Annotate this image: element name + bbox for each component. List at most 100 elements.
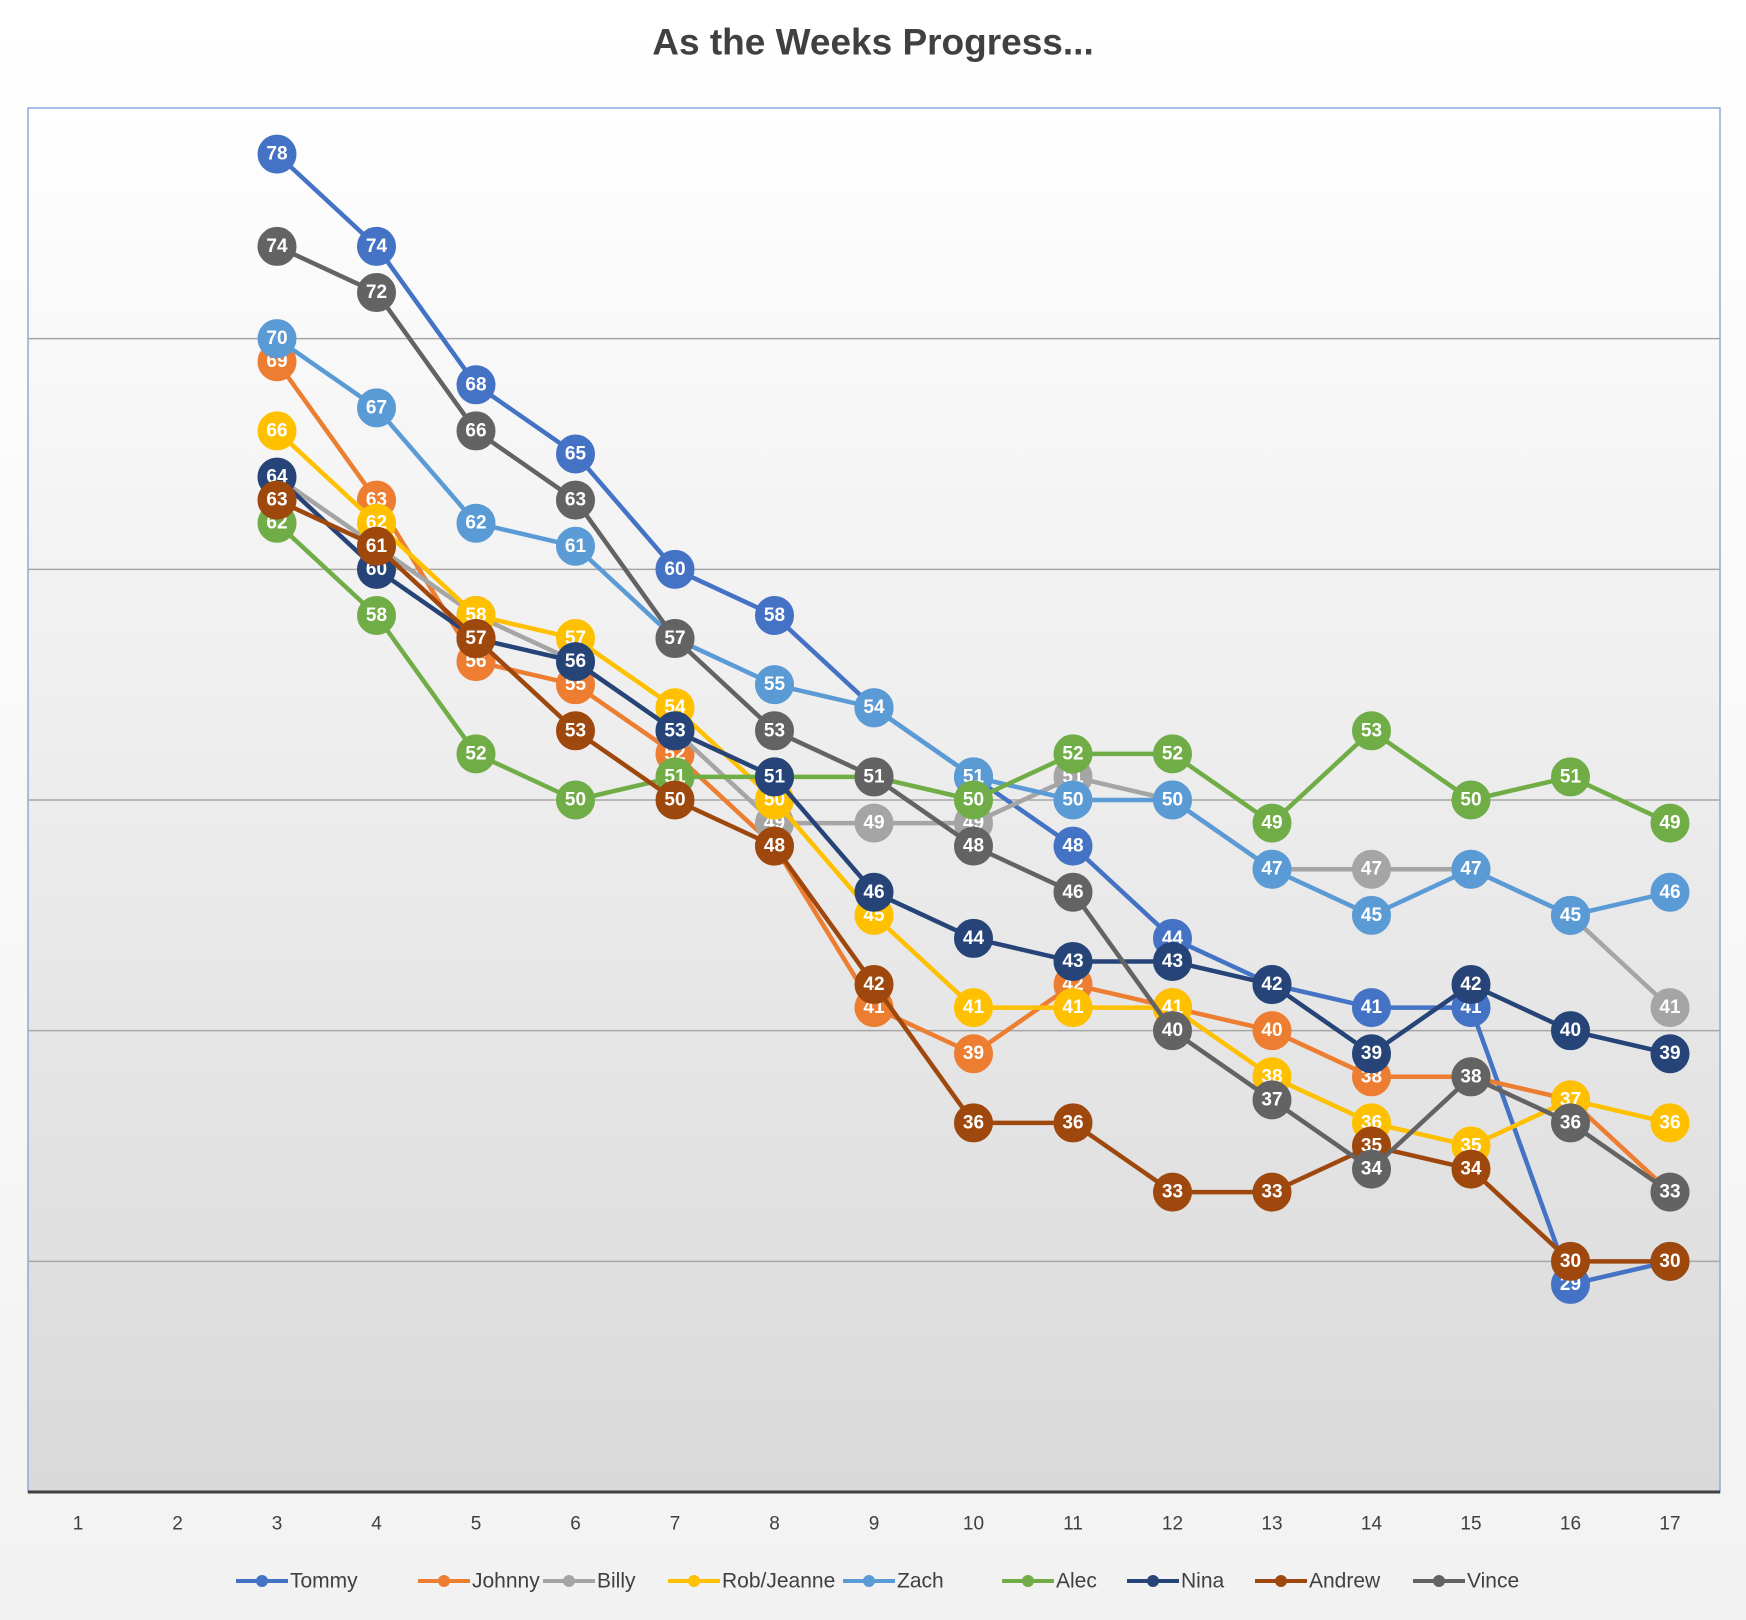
data-label: 36 <box>1062 1112 1083 1133</box>
data-label: 46 <box>1659 882 1680 903</box>
x-tick-label: 8 <box>769 1514 780 1535</box>
x-tick-label: 9 <box>869 1514 880 1535</box>
point-marker <box>1650 1103 1690 1143</box>
point-marker <box>257 411 297 451</box>
data-label: 62 <box>465 513 486 534</box>
point-marker <box>357 273 396 313</box>
data-label: 33 <box>1659 1182 1680 1203</box>
data-label: 47 <box>1261 859 1282 880</box>
legend-marker <box>688 1575 700 1587</box>
data-label: 36 <box>963 1112 984 1133</box>
point-marker <box>1551 895 1590 935</box>
data-label: 65 <box>565 444 587 465</box>
point-marker <box>357 226 396 266</box>
data-label: 49 <box>863 813 884 834</box>
legend-label: Alec <box>1056 1570 1097 1593</box>
point-marker <box>1252 1080 1292 1120</box>
data-label: 41 <box>963 997 985 1018</box>
point-marker <box>1650 872 1690 912</box>
legend-marker <box>1433 1575 1445 1587</box>
point-marker <box>1650 1034 1690 1074</box>
point-marker <box>357 595 396 635</box>
point-marker <box>954 826 993 866</box>
point-marker <box>1551 1103 1590 1143</box>
data-label: 38 <box>1460 1066 1481 1087</box>
data-label: 50 <box>1162 790 1183 811</box>
point-marker <box>1650 803 1690 843</box>
data-label: 74 <box>366 236 388 257</box>
x-tick-label: 2 <box>172 1514 183 1535</box>
x-tick-label: 4 <box>371 1514 382 1535</box>
point-marker <box>854 872 894 912</box>
data-label: 37 <box>1261 1089 1282 1110</box>
data-label: 61 <box>366 536 388 557</box>
legend-marker <box>438 1575 450 1587</box>
legend-items: Tommy Johnny Billy Rob/Jeanne Zach Alec Nina An… <box>236 1570 1519 1593</box>
point-marker <box>257 134 297 174</box>
x-tick-label: 3 <box>272 1514 283 1535</box>
data-label: 66 <box>266 420 287 441</box>
point-marker <box>357 526 396 566</box>
data-label: 58 <box>764 605 785 626</box>
point-marker <box>1650 1172 1690 1212</box>
point-marker <box>1352 988 1391 1028</box>
data-label: 63 <box>565 490 586 511</box>
data-label: 47 <box>1361 859 1382 880</box>
point-marker <box>1352 711 1391 751</box>
data-label: 48 <box>764 836 785 857</box>
legend-label: Johnny <box>472 1570 540 1593</box>
point-marker <box>1053 872 1093 912</box>
grid <box>28 337 1720 1263</box>
data-label: 41 <box>1062 997 1084 1018</box>
data-label: 53 <box>664 720 685 741</box>
data-label: 39 <box>1361 1043 1382 1064</box>
data-label: 54 <box>863 697 885 718</box>
x-tick-label: 12 <box>1162 1514 1183 1535</box>
data-label: 55 <box>764 674 786 695</box>
data-label: 48 <box>1062 836 1083 857</box>
data-label: 42 <box>1460 974 1481 995</box>
point-marker <box>1352 1034 1391 1074</box>
data-label: 52 <box>465 743 486 764</box>
point-marker <box>257 226 297 266</box>
point-marker <box>1451 1149 1491 1189</box>
point-marker <box>954 1103 993 1143</box>
point-marker <box>655 619 695 659</box>
data-label: 63 <box>266 490 287 511</box>
data-label: 45 <box>1560 905 1582 926</box>
data-label: 40 <box>1162 1020 1183 1041</box>
x-axis: 1 2 3 4 5 6 7 8 9 10 11 12 13 14 15 16 17 <box>73 1514 1681 1535</box>
data-label: 30 <box>1659 1251 1680 1272</box>
point-marker <box>1451 849 1491 889</box>
data-label: 39 <box>963 1043 984 1064</box>
legend-label: Vince <box>1467 1570 1519 1593</box>
data-label: 57 <box>465 628 486 649</box>
point-marker <box>655 549 695 589</box>
data-label: 44 <box>963 928 985 949</box>
series-group: 7874686560585451484442414129306963565552… <box>257 134 1690 1304</box>
point-marker <box>257 319 297 359</box>
data-label: 52 <box>1162 743 1183 764</box>
legend-marker <box>1275 1575 1287 1587</box>
point-marker <box>755 665 794 705</box>
point-marker <box>1153 941 1192 981</box>
data-label: 46 <box>863 882 884 903</box>
legend-marker <box>256 1575 268 1587</box>
x-tick-label: 6 <box>570 1514 581 1535</box>
point-marker <box>1352 895 1391 935</box>
point-marker <box>854 803 894 843</box>
point-marker <box>954 988 993 1028</box>
x-tick-label: 7 <box>670 1514 681 1535</box>
point-marker <box>854 688 894 728</box>
data-label: 50 <box>565 790 586 811</box>
data-label: 36 <box>1659 1112 1680 1133</box>
data-label: 42 <box>1261 974 1282 995</box>
data-label: 39 <box>1659 1043 1680 1064</box>
x-tick-label: 11 <box>1063 1514 1083 1535</box>
data-label: 74 <box>266 236 288 257</box>
point-marker <box>556 434 595 474</box>
point-marker <box>1352 1149 1391 1189</box>
point-marker <box>556 780 595 820</box>
chart-title: As the Weeks Progress... <box>652 22 1093 63</box>
data-label: 50 <box>963 790 984 811</box>
